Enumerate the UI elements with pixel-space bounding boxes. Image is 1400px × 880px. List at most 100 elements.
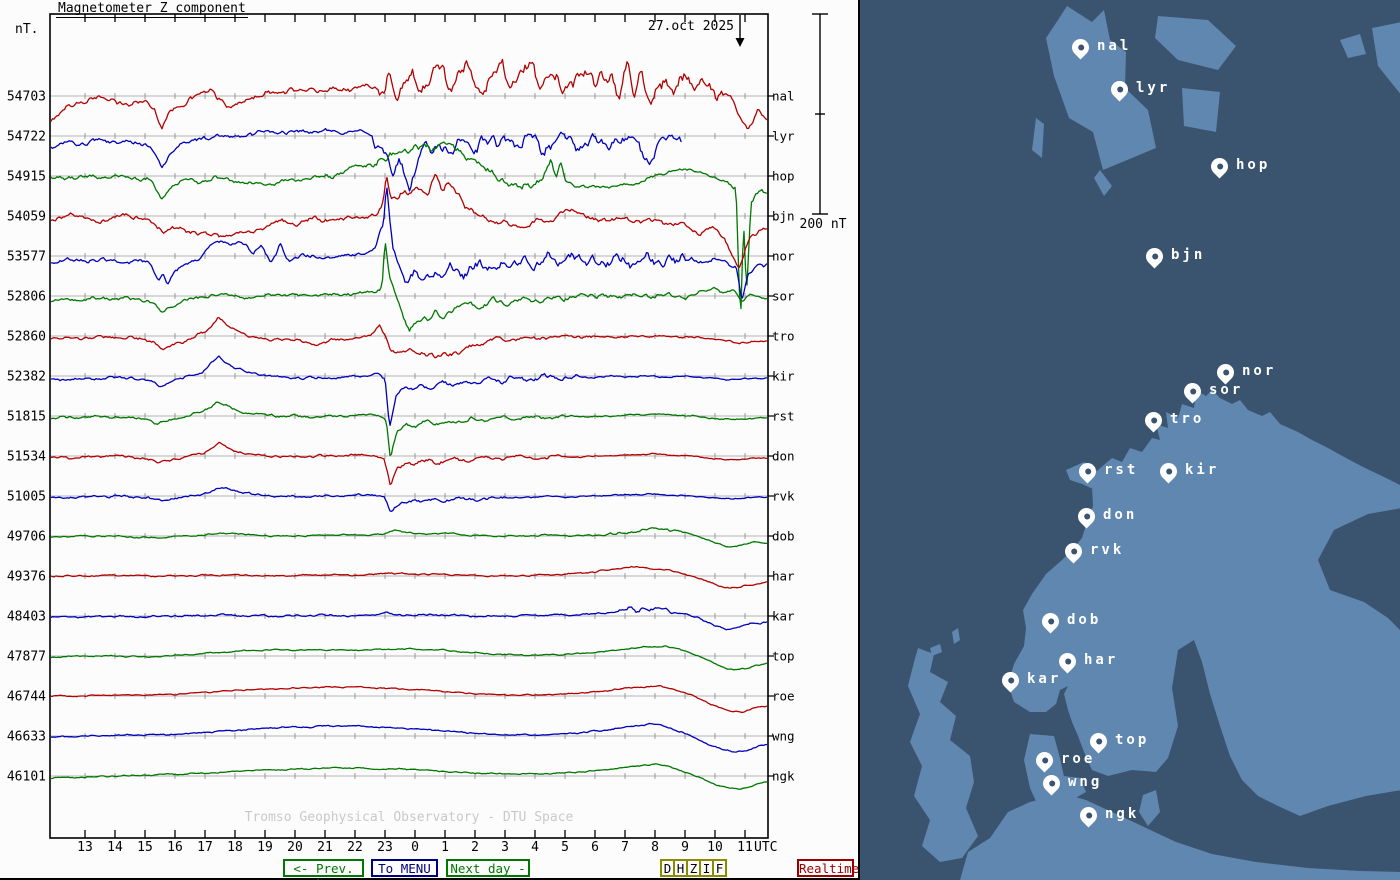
- y-axis-value-dob: 49706: [7, 530, 46, 545]
- landmass-2: [1182, 88, 1220, 132]
- x-tick-label-0: 0: [411, 840, 419, 855]
- map-pin-label-nal: nal: [1097, 38, 1132, 54]
- map-pin-label-don: don: [1103, 507, 1138, 523]
- date-label: 27.oct 2025: [647, 19, 734, 34]
- map-pin-label-rvk: rvk: [1090, 542, 1125, 558]
- station-map-panel: nal lyr hop bjn nor sor tro rst kir don rvk dob har k…: [858, 0, 1400, 880]
- landmass-11: [1062, 776, 1086, 800]
- map-pin-label-kar: kar: [1027, 671, 1062, 687]
- map-pin-label-har: har: [1084, 652, 1119, 668]
- x-tick-label-5: 5: [561, 840, 569, 855]
- x-tick-label-10: 10: [707, 840, 723, 855]
- magnetogram-plot: 54703 nal 54722 lyr 54915 hop 54059 bjn 53577 nor…: [7, 13, 828, 839]
- realtime-button[interactable]: Realtime: [797, 859, 860, 877]
- to-menu-button[interactable]: To MENU: [371, 859, 438, 877]
- landmass-6: [1340, 34, 1366, 58]
- component-button-F[interactable]: F: [712, 859, 727, 877]
- x-tick-label-19: 19: [257, 840, 273, 855]
- trace-nal: [51, 58, 767, 130]
- observatory-credit: Tromso Geophysical Observatory - DTU Spa…: [244, 810, 574, 825]
- x-tick-label-17: 17: [197, 840, 213, 855]
- x-tick-label-21: 21: [317, 840, 333, 855]
- landmass-1: [1155, 16, 1236, 70]
- y-axis-value-rst: 51815: [7, 410, 46, 425]
- plot-frame: [49, 13, 769, 839]
- map-pin-label-wng: wng: [1068, 774, 1103, 790]
- map-pin-label-sor: sor: [1209, 382, 1244, 398]
- y-axis-value-tro: 52860: [7, 330, 46, 345]
- x-axis-unit-label: UTC: [754, 840, 778, 855]
- trace-don: [51, 441, 767, 486]
- map-pin-label-tro: tro: [1170, 411, 1205, 427]
- landmass-9: [1139, 790, 1160, 826]
- map-pin-label-hop: hop: [1236, 157, 1271, 173]
- date-arrow-icon: [735, 15, 745, 47]
- x-tick-label-3: 3: [501, 840, 509, 855]
- x-tick-label-2: 2: [471, 840, 479, 855]
- x-tick-label-4: 4: [531, 840, 539, 855]
- trace-kar: [51, 606, 767, 631]
- landmass-4: [1094, 170, 1112, 196]
- y-axis-value-rvk: 51005: [7, 490, 46, 505]
- map-pin-label-roe: roe: [1061, 751, 1096, 767]
- x-tick-label-20: 20: [287, 840, 303, 855]
- landmass-16: [952, 628, 960, 644]
- y-axis-unit-label: nT.: [15, 22, 39, 37]
- y-axis-value-top: 47877: [7, 650, 46, 665]
- x-tick-label-15: 15: [137, 840, 153, 855]
- y-axis-value-hop: 54915: [7, 170, 46, 185]
- axis-ticks: [84, 14, 774, 838]
- trace-lyr: [51, 127, 682, 192]
- station-label-tro: tro: [772, 329, 795, 344]
- x-tick-label-18: 18: [227, 840, 243, 855]
- trace-rvk: [51, 487, 767, 513]
- station-label-nal: nal: [772, 89, 795, 104]
- station-label-lyr: lyr: [772, 129, 795, 144]
- trace-nor: [51, 187, 767, 299]
- scale-bar-label: 200 nT: [799, 217, 847, 232]
- station-label-dob: dob: [772, 529, 795, 544]
- station-label-hop: hop: [772, 169, 795, 184]
- trace-tro: [51, 316, 767, 359]
- next-day-button[interactable]: Next day ->: [446, 859, 530, 880]
- map-pin-label-top: top: [1115, 732, 1150, 748]
- x-tick-label-1: 1: [441, 840, 449, 855]
- y-axis-value-kir: 52382: [7, 370, 46, 385]
- magnetogram-panel: 54703 nal 54722 lyr 54915 hop 54059 bjn 53577 nor…: [0, 0, 860, 880]
- station-label-ngk: ngk: [772, 769, 795, 784]
- station-label-kir: kir: [772, 369, 795, 384]
- station-label-rst: rst: [772, 409, 795, 424]
- trace-sor: [51, 243, 767, 332]
- y-axis-value-kar: 48403: [7, 610, 46, 625]
- map-pin-label-rst: rst: [1104, 462, 1139, 478]
- station-label-kar: kar: [772, 609, 795, 624]
- trace-ngk: [51, 763, 767, 790]
- map-pin-label-lyr: lyr: [1136, 80, 1171, 96]
- landmass-3: [1032, 118, 1044, 158]
- trace-top: [51, 645, 767, 671]
- x-tick-label-16: 16: [167, 840, 183, 855]
- trace-dob: [51, 527, 767, 548]
- x-tick-label-22: 22: [347, 840, 363, 855]
- y-axis-value-ngk: 46101: [7, 770, 46, 785]
- trace-wng: [51, 722, 767, 753]
- map-pin-label-kir: kir: [1185, 462, 1220, 478]
- map-pin-label-bjn: bjn: [1171, 247, 1206, 263]
- y-axis-value-har: 49376: [7, 570, 46, 585]
- y-axis-value-don: 51534: [7, 450, 46, 465]
- station-label-roe: roe: [772, 689, 795, 704]
- x-tick-label-7: 7: [621, 840, 629, 855]
- x-tick-label-9: 9: [681, 840, 689, 855]
- map-pin-label-ngk: ngk: [1105, 806, 1140, 822]
- y-axis-value-wng: 46633: [7, 730, 46, 745]
- chart-title: Magnetometer Z component: [56, 1, 248, 18]
- trace-roe: [51, 684, 767, 713]
- x-tick-label-11: 11: [737, 840, 753, 855]
- landmass-13: [960, 794, 1400, 880]
- y-axis-value-bjn: 54059: [7, 210, 46, 225]
- landmass-7: [1008, 390, 1400, 816]
- prev-day-button[interactable]: <- Prev. day: [283, 859, 364, 880]
- trace-har: [51, 565, 767, 589]
